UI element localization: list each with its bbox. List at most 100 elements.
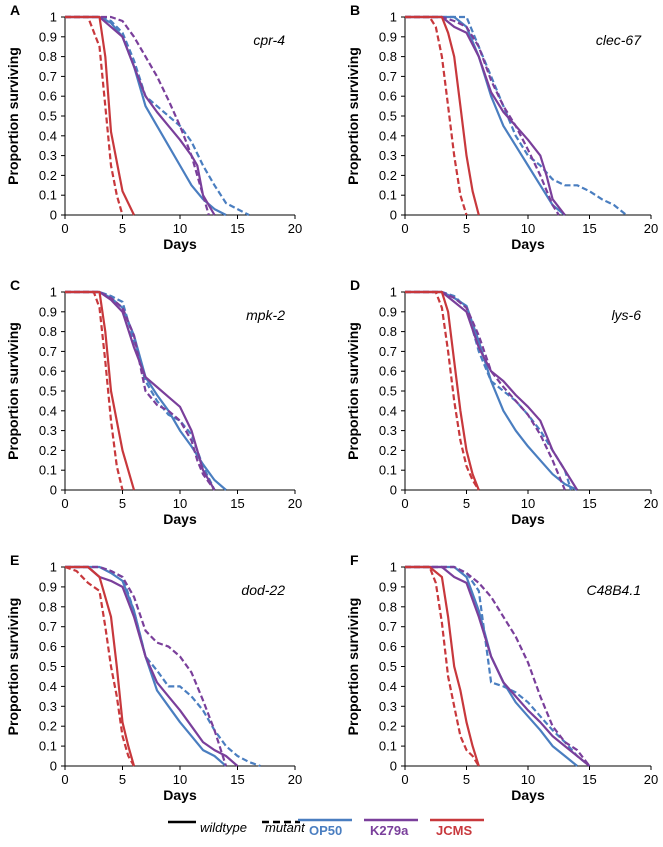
series-jcms-wildtype [65,15,135,216]
y-tick-label: 0.6 [379,364,397,379]
panel-E: 00.10.20.30.40.50.60.70.80.910 5 10 15 20Day… [5,552,302,803]
y-tick-label: 0.9 [379,29,397,44]
panel-B: 00.10.20.30.40.50.60.70.80.910 5 10 15 20Day… [345,2,658,252]
y-tick-label: 0.7 [379,619,397,634]
x-tick-label: 15 [582,221,596,236]
series-op50-wildtype [405,15,566,216]
y-tick-label: 0.8 [39,599,57,614]
y-tick-label: 0.7 [39,69,57,84]
panel-letter: F [350,552,359,568]
y-tick-label: 0.5 [379,109,397,124]
y-tick-label: 0.2 [379,168,397,183]
y-tick-label: 0.9 [39,304,57,319]
y-tick-label: 0 [390,483,397,498]
x-tick-label: 15 [230,496,244,511]
x-tick-label: 5 [119,221,126,236]
y-tick-label: 0.6 [39,89,57,104]
gene-name: C48B4.1 [587,582,641,598]
legend-item-op50: OP50 [298,818,352,838]
y-tick-label: 0.1 [39,188,57,203]
series-op50-wildtype [65,565,227,767]
y-tick-label: 0.2 [39,443,57,458]
x-tick-label: 15 [582,772,596,787]
gene-name: cpr-4 [253,32,285,48]
x-tick-label: 10 [521,772,535,787]
series-k279a-wildtype [65,290,216,491]
x-tick-label: 20 [644,496,658,511]
x-tick-label: 15 [230,221,244,236]
series-jcms-wildtype [65,290,136,491]
series-k279a-wildtype [65,15,216,216]
x-tick-label: 20 [288,221,302,236]
series-op50-mutant [65,565,261,768]
y-axis-label: Proportion surviving [345,47,361,185]
y-tick-label: 0.8 [379,324,397,339]
x-tick-label: 5 [463,772,470,787]
y-tick-label: 0.5 [379,659,397,674]
series-op50-mutant [405,290,573,491]
panel-letter: D [350,277,360,293]
y-tick-label: 1 [390,285,397,300]
series-k279a-wildtype [405,565,591,767]
series-op50-wildtype [405,565,578,767]
y-tick-label: 0 [50,483,57,498]
gene-name: dod-22 [241,582,285,598]
legend-item-wildtype: wildtype [168,820,247,835]
y-tick-label: 0.3 [39,423,57,438]
series-k279a-mutant [405,290,566,491]
y-tick-label: 0.4 [39,679,57,694]
series-jcms-wildtype [65,565,136,767]
series-k279a-mutant [405,565,591,767]
y-tick-label: 0.4 [39,128,57,143]
y-tick-label: 0.2 [39,168,57,183]
legend-label: JCMS [436,823,472,838]
x-tick-label: 10 [173,496,187,511]
y-tick-label: 0.2 [379,719,397,734]
legend-item-jcms: JCMS [430,818,484,838]
x-axis-label: Days [511,236,545,252]
y-tick-label: 0.3 [39,699,57,714]
y-tick-label: 0.6 [379,639,397,654]
y-tick-label: 0.7 [39,344,57,359]
series-k279a-wildtype [65,565,239,767]
legend-item-mutant: mutant [262,820,306,835]
legend-label: OP50 [309,823,342,838]
x-tick-label: 0 [401,496,408,511]
series-jcms-wildtype [405,15,480,216]
y-tick-label: 0.4 [379,403,397,418]
legend-item-k279a: K279a [364,818,418,838]
y-tick-label: 0.9 [39,29,57,44]
y-tick-label: 0.4 [39,403,57,418]
y-tick-label: 0.6 [39,364,57,379]
panel-C: 00.10.20.30.40.50.60.70.80.910 5 10 15 20Day… [5,277,302,527]
y-tick-label: 0.1 [379,739,397,754]
y-tick-label: 0.8 [379,49,397,64]
x-tick-label: 5 [463,221,470,236]
x-tick-label: 10 [173,772,187,787]
panel-letter: A [10,2,20,18]
y-tick-label: 0.3 [39,148,57,163]
panel-F: 00.10.20.30.40.50.60.70.80.910 5 10 15 20Day… [345,552,658,803]
legend: wildtype mutant OP50 K279a JCMS [168,818,484,838]
y-tick-label: 0.3 [379,423,397,438]
x-axis-label: Days [163,511,197,527]
x-tick-label: 15 [582,496,596,511]
y-tick-label: 0.2 [379,443,397,458]
y-tick-label: 0.8 [39,324,57,339]
series-k279a-mutant [65,565,228,767]
y-tick-label: 0.9 [379,304,397,319]
y-tick-label: 0 [390,759,397,774]
y-tick-label: 0.3 [379,699,397,714]
x-tick-label: 20 [288,496,302,511]
y-tick-label: 0.5 [39,384,57,399]
series-op50-mutant [65,290,216,491]
y-tick-label: 0 [50,759,57,774]
y-tick-label: 1 [50,10,57,25]
y-axis-label: Proportion surviving [345,322,361,460]
x-axis-label: Days [511,511,545,527]
panel-letter: B [350,2,360,18]
x-tick-label: 20 [644,772,658,787]
y-axis-label: Proportion surviving [5,47,21,185]
series-k279a-mutant [65,290,216,491]
